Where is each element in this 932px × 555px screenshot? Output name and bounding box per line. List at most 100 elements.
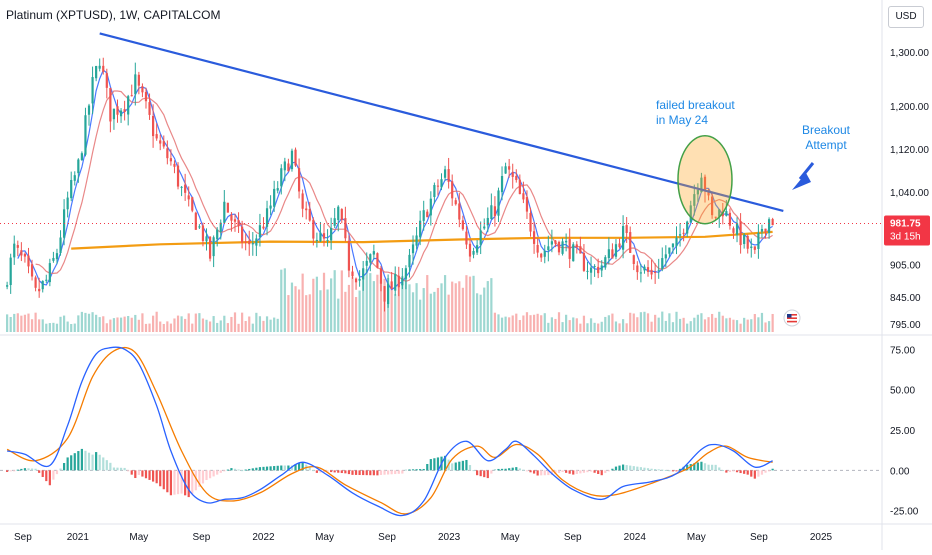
macd-histogram-bar [547, 470, 550, 476]
candle-body [319, 232, 322, 242]
macd-histogram-bar [397, 470, 400, 474]
volume-bar [180, 316, 183, 332]
macd-histogram-bar [330, 470, 333, 473]
volume-bar [629, 312, 632, 332]
macd-histogram-bar [718, 467, 721, 471]
macd-histogram-bar [34, 468, 37, 471]
macd-histogram-bar [557, 470, 561, 473]
candle-body [326, 240, 329, 242]
macd-histogram-bar [700, 461, 703, 471]
resistance-trendline [99, 32, 784, 213]
volume-bar [757, 317, 760, 332]
macd-histogram-bar [337, 470, 340, 473]
candle-body [41, 280, 44, 290]
volume-bar [654, 314, 657, 332]
candle-body [735, 223, 739, 235]
volume-bar [515, 313, 518, 332]
volume-bar [643, 311, 646, 332]
volume-bar [109, 319, 112, 332]
candle-body [550, 241, 553, 245]
candle-body [394, 274, 397, 291]
macd-histogram-bar [735, 470, 739, 473]
volume-bar [372, 281, 375, 332]
macd-histogram-bar [91, 454, 94, 471]
volume-bar [426, 275, 429, 332]
candle-body [565, 240, 568, 243]
candle-body [362, 268, 365, 280]
macd-histogram-bar [251, 468, 254, 471]
candle-body [678, 234, 682, 236]
candle-body [77, 159, 80, 174]
candle-body [397, 275, 400, 288]
candle-body [483, 226, 486, 229]
volume-bar [589, 318, 593, 332]
time-tick-label: 2024 [624, 532, 647, 543]
us-flag-stripe [787, 314, 797, 316]
macd-histogram-bar [415, 469, 418, 471]
macd-histogram-bar [753, 470, 756, 479]
candle-body [372, 251, 375, 255]
breakout-arrow-shaft [798, 162, 815, 180]
macd-histogram-bar [134, 470, 137, 479]
macd-histogram-bar [703, 463, 707, 471]
volume-bar [347, 284, 351, 332]
macd-histogram-bar [433, 458, 436, 471]
candle-body [237, 220, 240, 227]
candle-body [52, 257, 55, 261]
volume-bar [490, 278, 493, 332]
volume-bar [205, 319, 208, 332]
volume-bar [735, 320, 739, 332]
macd-histogram-bar [472, 470, 475, 472]
candle-body [312, 219, 315, 239]
macd-histogram-bar [497, 468, 500, 471]
volume-bar [646, 313, 650, 332]
candle-body [504, 166, 507, 174]
macd-histogram-bar [297, 463, 301, 471]
candle-body [589, 267, 593, 273]
macd-histogram-bar [465, 459, 468, 471]
currency-button[interactable]: USD [888, 6, 924, 28]
volume-bar [105, 323, 108, 332]
volume-bar [230, 316, 233, 332]
candle-body [557, 241, 561, 253]
macd-histogram-bar [255, 467, 258, 471]
macd-histogram-bar [461, 460, 464, 471]
macd-histogram-bar [347, 470, 351, 475]
volume-bar [62, 315, 66, 332]
volume-bar [280, 269, 283, 332]
volume-bar [219, 320, 222, 332]
volume-bar [134, 314, 137, 332]
macd-histogram-bar [589, 470, 593, 472]
macd-histogram-bar [41, 470, 44, 477]
candle-body [568, 239, 571, 259]
volume-bar [575, 318, 578, 332]
volume-bar [476, 293, 479, 332]
macd-histogram-bar [476, 470, 479, 476]
candle-body [127, 96, 130, 115]
macd-histogram-bar [13, 470, 16, 472]
macd-histogram-bar [657, 469, 660, 471]
candle-body [607, 249, 610, 259]
macd-histogram-bar [614, 466, 618, 471]
volume-bar [287, 295, 290, 332]
candle-body [248, 240, 251, 245]
volume-bar [721, 315, 724, 332]
macd-histogram-bar [216, 470, 219, 475]
candle-body [579, 246, 582, 254]
candle-body [525, 197, 529, 212]
candle-body [194, 212, 197, 230]
macd-histogram-bar [678, 468, 682, 471]
macd-line [6, 346, 773, 517]
macd-histogram-bar [287, 465, 290, 471]
macd-histogram-bar [725, 470, 728, 473]
volume-bar [419, 299, 422, 332]
candle-body [458, 203, 461, 220]
macd-histogram-bar [148, 470, 151, 480]
macd-histogram-bar [682, 466, 685, 471]
volume-bar [408, 284, 411, 332]
volume-bar [664, 320, 667, 332]
macd-histogram-bar [262, 466, 265, 471]
candle-body [9, 257, 12, 286]
candle-body [472, 250, 475, 255]
